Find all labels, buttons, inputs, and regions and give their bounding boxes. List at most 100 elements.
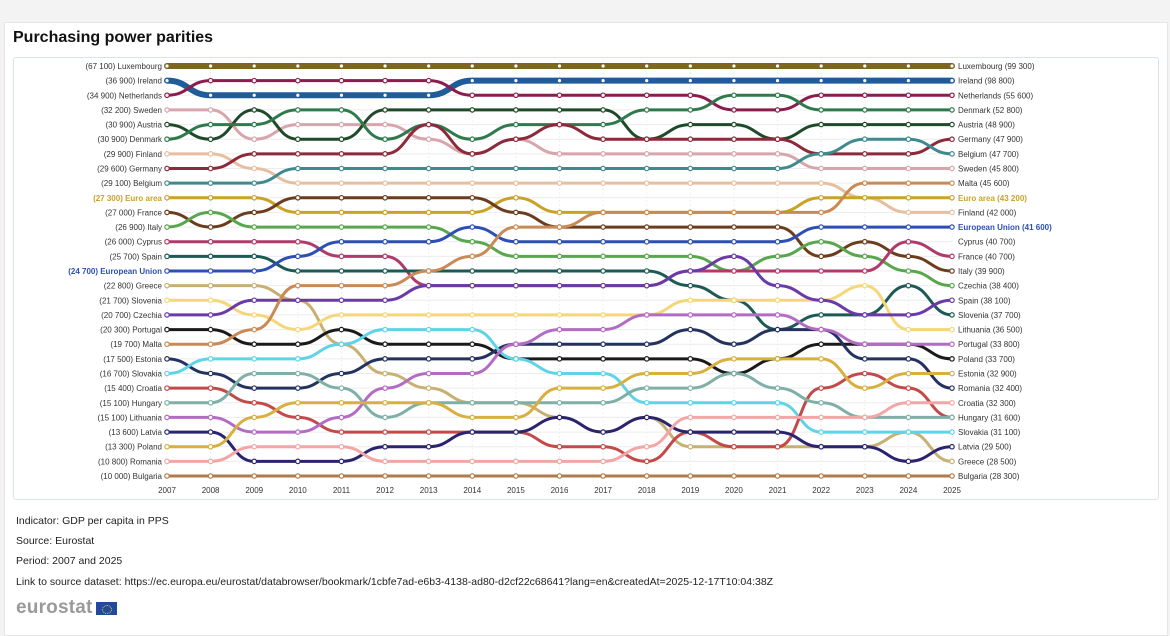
data-point[interactable] (731, 312, 737, 318)
data-point[interactable] (949, 312, 955, 318)
data-point[interactable] (295, 356, 301, 362)
data-point[interactable] (905, 312, 912, 318)
data-point[interactable] (600, 136, 606, 143)
data-point[interactable] (818, 92, 824, 99)
data-point[interactable] (731, 77, 737, 84)
data-point[interactable] (164, 399, 170, 406)
data-point[interactable] (164, 224, 170, 230)
data-point[interactable] (818, 224, 824, 230)
data-point[interactable] (556, 443, 563, 450)
data-point[interactable] (164, 238, 170, 245)
data-point[interactable] (556, 92, 563, 99)
data-point[interactable] (164, 282, 170, 289)
data-point[interactable] (861, 341, 868, 348)
data-point[interactable] (949, 443, 955, 450)
data-point[interactable] (949, 253, 955, 260)
data-point[interactable] (469, 253, 476, 260)
data-point[interactable] (861, 253, 868, 260)
data-point[interactable] (295, 136, 301, 143)
data-point[interactable] (643, 312, 650, 318)
data-point[interactable] (600, 399, 606, 406)
data-point[interactable] (861, 63, 868, 69)
data-point[interactable] (425, 121, 432, 128)
data-point[interactable] (164, 370, 170, 377)
data-point[interactable] (338, 151, 345, 157)
data-point[interactable] (861, 356, 868, 362)
data-point[interactable] (382, 180, 388, 186)
data-point[interactable] (251, 151, 258, 157)
data-point[interactable] (905, 224, 912, 230)
data-point[interactable] (207, 151, 214, 157)
data-point[interactable] (513, 473, 519, 479)
data-point[interactable] (949, 77, 955, 84)
data-point[interactable] (861, 473, 868, 479)
data-point[interactable] (164, 107, 170, 113)
data-point[interactable] (949, 180, 955, 186)
data-point[interactable] (731, 268, 737, 274)
data-point[interactable] (861, 370, 868, 377)
data-point[interactable] (774, 253, 781, 260)
data-point[interactable] (905, 326, 912, 333)
data-point[interactable] (861, 77, 868, 84)
data-point[interactable] (731, 180, 737, 186)
data-point[interactable] (425, 370, 432, 377)
data-point[interactable] (251, 224, 258, 230)
data-point[interactable] (731, 224, 737, 230)
data-point[interactable] (251, 268, 258, 274)
data-point[interactable] (382, 151, 388, 157)
data-point[interactable] (600, 209, 606, 216)
source-link[interactable]: Link to source dataset: https://ec.europ… (16, 576, 774, 588)
data-point[interactable] (338, 107, 345, 113)
data-point[interactable] (774, 238, 781, 245)
data-point[interactable] (164, 194, 170, 201)
data-point[interactable] (469, 370, 476, 377)
data-point[interactable] (774, 151, 781, 157)
data-point[interactable] (338, 414, 345, 421)
data-point[interactable] (731, 253, 737, 260)
data-point[interactable] (687, 92, 694, 99)
data-point[interactable] (643, 443, 650, 450)
data-point[interactable] (425, 107, 432, 113)
data-point[interactable] (643, 63, 650, 69)
data-point[interactable] (774, 107, 781, 113)
data-point[interactable] (164, 268, 170, 274)
data-point[interactable] (905, 370, 912, 377)
data-point[interactable] (382, 370, 388, 377)
data-point[interactable] (425, 136, 432, 143)
data-point[interactable] (643, 356, 650, 362)
data-point[interactable] (687, 414, 694, 421)
data-point[interactable] (731, 165, 737, 172)
data-point[interactable] (251, 312, 258, 318)
data-point[interactable] (774, 429, 781, 435)
data-point[interactable] (687, 370, 694, 377)
data-point[interactable] (774, 136, 781, 143)
data-point[interactable] (338, 63, 345, 69)
data-point[interactable] (905, 92, 912, 99)
data-point[interactable] (818, 356, 824, 362)
data-point[interactable] (818, 326, 824, 333)
data-point[interactable] (905, 356, 912, 362)
data-point[interactable] (207, 473, 214, 479)
data-point[interactable] (905, 194, 912, 201)
data-point[interactable] (600, 282, 606, 289)
data-point[interactable] (556, 63, 563, 69)
data-point[interactable] (295, 63, 301, 69)
data-point[interactable] (338, 341, 345, 348)
data-point[interactable] (818, 121, 824, 128)
data-point[interactable] (600, 429, 606, 435)
data-point[interactable] (861, 312, 868, 318)
data-point[interactable] (469, 414, 476, 421)
data-point[interactable] (207, 326, 214, 333)
data-point[interactable] (513, 107, 519, 113)
data-point[interactable] (556, 282, 563, 289)
data-point[interactable] (251, 414, 258, 421)
data-point[interactable] (687, 282, 694, 289)
data-point[interactable] (469, 136, 476, 143)
data-point[interactable] (949, 297, 955, 304)
data-point[interactable] (905, 136, 912, 143)
data-point[interactable] (295, 238, 301, 245)
data-point[interactable] (949, 209, 955, 216)
data-point[interactable] (905, 121, 912, 128)
data-point[interactable] (818, 253, 824, 260)
data-point[interactable] (731, 151, 737, 157)
